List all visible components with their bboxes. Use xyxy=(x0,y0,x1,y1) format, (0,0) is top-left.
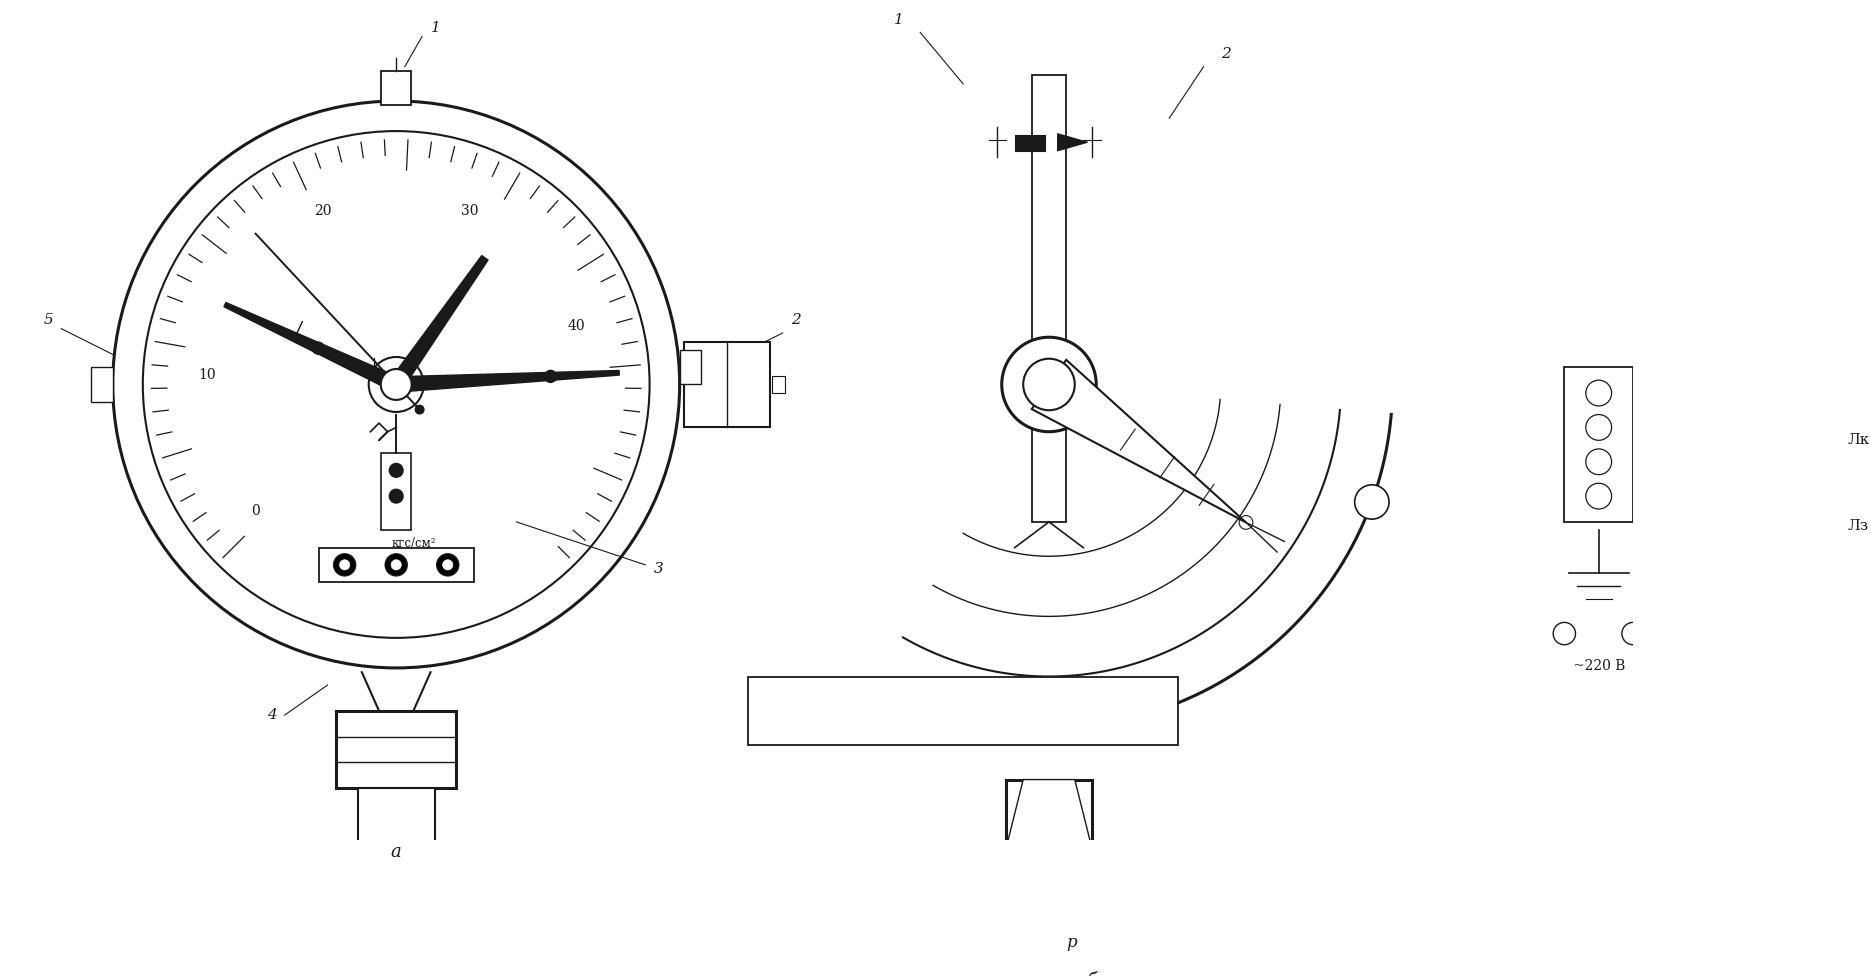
Bar xyxy=(1032,75,1066,522)
Bar xyxy=(772,376,785,393)
Circle shape xyxy=(544,370,557,383)
Bar xyxy=(1006,780,1092,848)
Circle shape xyxy=(415,405,424,414)
Bar xyxy=(381,453,411,531)
Text: 10: 10 xyxy=(198,368,217,382)
Text: Лз: Лз xyxy=(1848,519,1868,533)
Bar xyxy=(679,350,701,385)
Text: 1: 1 xyxy=(430,21,439,35)
Text: 20: 20 xyxy=(314,204,331,218)
Circle shape xyxy=(389,489,404,503)
Circle shape xyxy=(381,369,411,400)
Polygon shape xyxy=(1006,780,1092,848)
Text: 4: 4 xyxy=(267,709,277,722)
Circle shape xyxy=(112,102,679,668)
Bar xyxy=(1565,367,1633,522)
Circle shape xyxy=(436,553,458,576)
Circle shape xyxy=(1023,359,1075,410)
Circle shape xyxy=(391,559,402,570)
Text: 5: 5 xyxy=(45,313,54,327)
Text: 2: 2 xyxy=(1221,47,1230,61)
Text: 2: 2 xyxy=(791,313,800,327)
Polygon shape xyxy=(1032,360,1245,522)
Bar xyxy=(381,71,411,105)
Text: p: p xyxy=(1066,934,1077,952)
Circle shape xyxy=(389,464,404,477)
Bar xyxy=(370,848,423,891)
Text: Лк: Лк xyxy=(1848,433,1870,447)
Bar xyxy=(337,711,456,789)
Text: 3: 3 xyxy=(654,562,664,577)
Text: 30: 30 xyxy=(462,204,479,218)
Bar xyxy=(748,676,1178,746)
Polygon shape xyxy=(396,371,619,392)
Text: ~220 В: ~220 В xyxy=(1573,660,1625,673)
Circle shape xyxy=(368,357,424,412)
Text: 40: 40 xyxy=(567,319,585,333)
Circle shape xyxy=(1754,505,1821,574)
Circle shape xyxy=(1002,338,1096,431)
Circle shape xyxy=(333,553,355,576)
Bar xyxy=(684,342,770,427)
Circle shape xyxy=(340,559,350,570)
Polygon shape xyxy=(389,256,488,388)
Text: 1: 1 xyxy=(894,13,903,26)
Circle shape xyxy=(1354,485,1389,519)
Bar xyxy=(320,548,473,582)
Circle shape xyxy=(1754,419,1821,488)
Circle shape xyxy=(1814,531,1829,547)
Bar xyxy=(1015,848,1083,900)
Circle shape xyxy=(312,343,324,354)
Text: кгс/см²: кгс/см² xyxy=(391,537,436,549)
Bar xyxy=(357,789,436,848)
Text: 0: 0 xyxy=(251,504,260,518)
Text: б: б xyxy=(1086,972,1098,976)
Polygon shape xyxy=(224,303,400,391)
Bar xyxy=(92,367,112,402)
Text: а: а xyxy=(391,843,402,861)
Bar xyxy=(1015,136,1045,151)
Polygon shape xyxy=(1058,134,1088,151)
Circle shape xyxy=(443,559,453,570)
Circle shape xyxy=(385,553,408,576)
